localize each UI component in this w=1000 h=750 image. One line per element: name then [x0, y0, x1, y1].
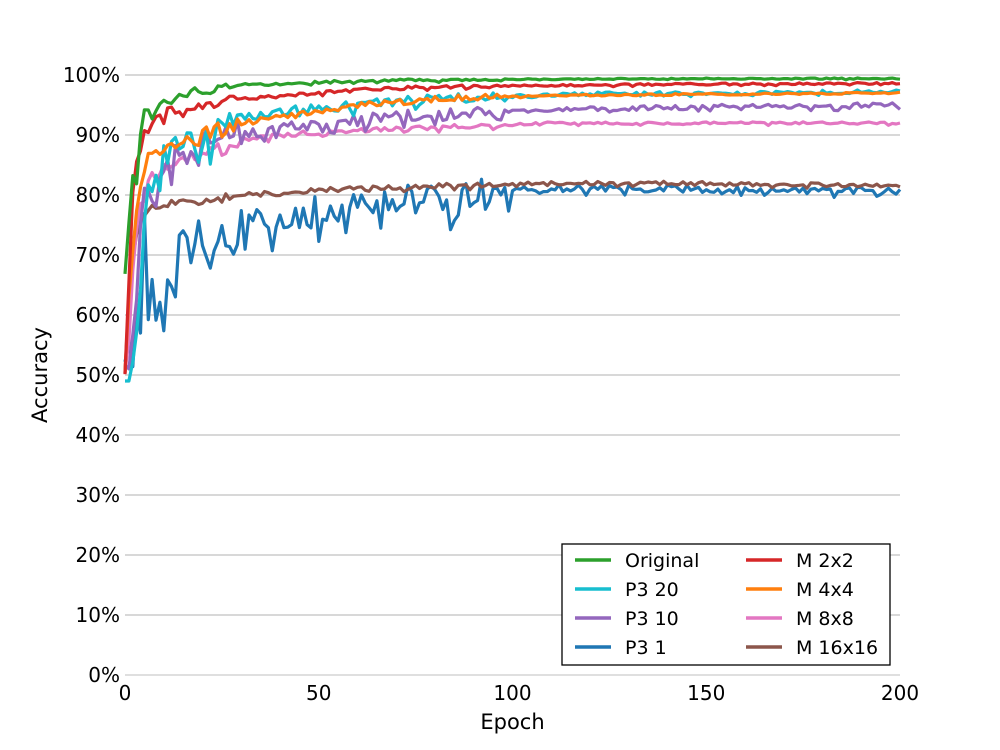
y-tick-label: 60%	[76, 303, 120, 327]
legend-label: M 2x2	[796, 550, 854, 572]
series-line	[123, 101, 902, 371]
legend-label: M 4x4	[796, 579, 854, 601]
y-tick-label: 40%	[76, 423, 120, 447]
legend-label: P3 20	[625, 579, 679, 601]
y-tick-label: 30%	[76, 483, 120, 507]
legend: Original P3 20 P3 10 P3 1 M 2x2 M 4x4 M 8x8 M 1…	[561, 543, 891, 666]
y-tick-label: 0%	[88, 663, 120, 687]
y-tick-labels: 0% 10% 20% 30% 40% 50% 60% 70% 80% 90% 100%	[63, 63, 120, 687]
x-axis-title: Epoch	[480, 710, 544, 734]
y-tick-label: 90%	[76, 123, 120, 147]
series-line	[125, 88, 901, 383]
series-line	[123, 90, 901, 373]
legend-label: Original	[625, 550, 699, 572]
y-tick-label: 100%	[63, 63, 120, 87]
y-tick-label: 10%	[76, 603, 120, 627]
series-line	[123, 120, 901, 372]
series-line	[123, 80, 901, 375]
grid-layer	[125, 74, 900, 616]
y-tick-label: 20%	[76, 543, 120, 567]
y-tick-label: 80%	[76, 183, 120, 207]
y-axis-title: Accuracy	[28, 327, 52, 423]
x-tick-label: 150	[687, 681, 725, 705]
legend-label: M 16x16	[796, 637, 878, 659]
legend-label: P3 1	[625, 637, 667, 659]
legend-frame	[561, 543, 891, 666]
legend-label: P3 10	[625, 608, 679, 630]
series-line	[123, 179, 901, 373]
x-tick-labels: 0 50 100 150 200	[119, 681, 919, 705]
x-tick-label: 0	[119, 681, 132, 705]
y-tick-label: 70%	[76, 243, 120, 267]
series-line	[123, 76, 901, 275]
series-line	[123, 177, 902, 369]
x-tick-label: 50	[306, 681, 331, 705]
x-tick-label: 200	[881, 681, 919, 705]
legend-label: M 8x8	[796, 608, 854, 630]
x-tick-label: 100	[493, 681, 531, 705]
series-layer	[123, 76, 902, 383]
y-tick-label: 50%	[76, 363, 120, 387]
